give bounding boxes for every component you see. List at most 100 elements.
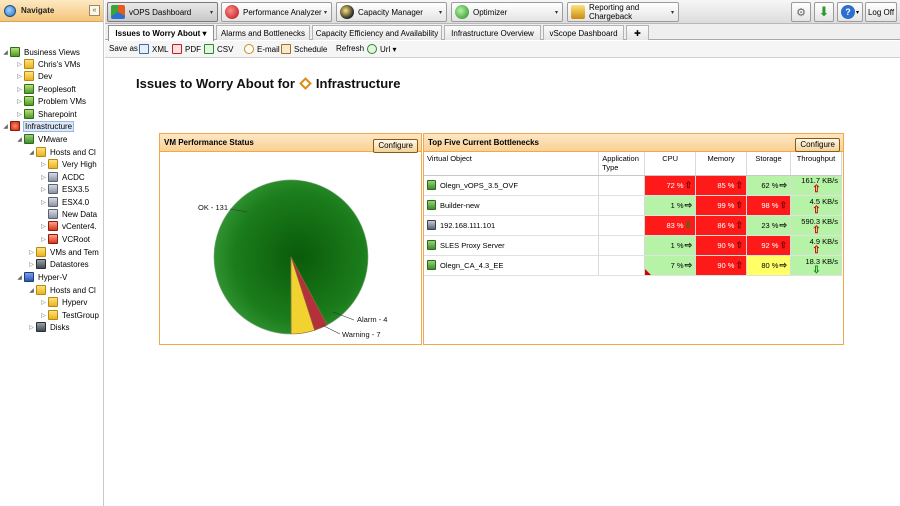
save-xml-button[interactable]: XML xyxy=(139,44,168,54)
cpu-cell[interactable]: 72 %⇧ xyxy=(644,175,697,196)
tree-item[interactable]: ▷ vCenter4. xyxy=(40,220,98,232)
tree-item[interactable]: ▷ VMs and Tem xyxy=(28,246,100,258)
collapsed-arrow-icon[interactable]: ▷ xyxy=(41,299,46,306)
memory-cell[interactable]: 86 %⇧ xyxy=(695,215,748,236)
save-pdf-button[interactable]: PDF xyxy=(172,44,201,54)
virtual-object-cell[interactable]: Builder-new xyxy=(424,195,599,216)
virtual-object-cell[interactable]: Olegn_vOPS_3.5_OVF xyxy=(424,175,599,196)
column-header-application-type[interactable]: Application Type xyxy=(598,152,646,176)
virtual-object-cell[interactable]: 192.168.111.101 xyxy=(424,215,599,236)
collapsed-arrow-icon[interactable]: ▷ xyxy=(29,324,34,331)
virtual-object-cell[interactable]: SLES Proxy Server xyxy=(424,235,599,256)
collapsed-arrow-icon[interactable]: ▷ xyxy=(41,186,46,193)
expanded-arrow-icon[interactable]: ◢ xyxy=(29,149,34,156)
tab-capacity-efficiency[interactable]: Capacity Efficiency and Availability xyxy=(312,25,442,40)
storage-cell[interactable]: 80 %⇨ xyxy=(746,255,791,276)
download-button[interactable]: ⬇ xyxy=(814,2,834,22)
tab-vscope-dashboard[interactable]: vScope Dashboard xyxy=(543,25,624,40)
table-row[interactable]: Olegn_vOPS_3.5_OVF 72 %⇧ 85 %⇧ 62 %⇨ 161.7 K… xyxy=(424,175,843,196)
table-row[interactable]: Olegn_CA_4.3_EE 7 %⇨ 90 %⇧ 80 %⇨ 18.3 KB/s ⇩ xyxy=(424,255,843,276)
cpu-cell[interactable]: 1 %⇨ xyxy=(644,195,697,216)
throughput-cell[interactable]: 590.3 KB/s ⇧ xyxy=(790,215,843,236)
expanded-arrow-icon[interactable]: ◢ xyxy=(3,123,8,130)
tab-alarms-bottlenecks[interactable]: Alarms and Bottlenecks xyxy=(216,25,310,40)
module-optimizer[interactable]: Optimizer ▾ xyxy=(451,2,563,22)
column-header-virtual-object[interactable]: Virtual Object xyxy=(424,152,600,176)
cpu-cell[interactable]: 1 %⇨ xyxy=(644,235,697,256)
expanded-arrow-icon[interactable]: ◢ xyxy=(17,136,22,143)
save-csv-button[interactable]: CSV xyxy=(204,44,233,54)
tree-item[interactable]: ▷ VCRoot xyxy=(40,233,91,245)
memory-cell[interactable]: 90 %⇧ xyxy=(695,235,748,256)
settings-button[interactable]: ⚙ xyxy=(791,2,811,22)
tree-item[interactable]: ▷ Hyperv xyxy=(40,296,88,308)
module-performance-analyzer[interactable]: Performance Analyzer ▾ xyxy=(221,2,332,22)
tree-item[interactable]: ▷ Dev xyxy=(16,70,53,82)
collapsed-arrow-icon[interactable]: ▷ xyxy=(17,98,22,105)
tree-item[interactable]: ▷ TestGroup xyxy=(40,309,100,321)
log-off-button[interactable]: Log Off xyxy=(865,2,897,22)
expanded-arrow-icon[interactable]: ◢ xyxy=(3,49,8,56)
tree-item[interactable]: ◢ Hosts and Cl xyxy=(28,284,97,296)
collapsed-arrow-icon[interactable]: ▷ xyxy=(41,236,46,243)
add-tab-button[interactable]: ✚ xyxy=(626,25,649,40)
collapsed-arrow-icon[interactable]: ▷ xyxy=(17,111,22,118)
configure-button[interactable]: Configure xyxy=(795,138,840,152)
tree-item[interactable]: ◢ Business Views xyxy=(2,46,81,58)
virtual-object-cell[interactable]: Olegn_CA_4.3_EE xyxy=(424,255,599,276)
collapsed-arrow-icon[interactable]: ▷ xyxy=(41,199,46,206)
tree-item[interactable]: ◢ VMware xyxy=(16,133,68,145)
email-button[interactable]: E-mail xyxy=(244,44,280,54)
tree-item[interactable]: ▷ ESX4.0 xyxy=(40,196,90,208)
tree-item[interactable]: ▷ Datastores xyxy=(28,258,90,270)
collapse-panel-button[interactable]: « xyxy=(89,5,100,16)
collapsed-arrow-icon[interactable]: ▷ xyxy=(29,249,34,256)
configure-button[interactable]: Configure xyxy=(373,139,418,153)
url-button[interactable]: Url ▾ xyxy=(367,44,396,54)
storage-cell[interactable]: 98 %⇧ xyxy=(746,195,791,216)
column-header-memory[interactable]: Memory xyxy=(695,152,748,176)
cpu-cell[interactable]: 83 %⇩ xyxy=(644,215,697,236)
tab-infrastructure-overview[interactable]: Infrastructure Overview xyxy=(444,25,541,40)
schedule-button[interactable]: Schedule xyxy=(281,44,327,54)
tree-item[interactable]: ▷ Peoplesoft xyxy=(16,83,77,95)
throughput-cell[interactable]: 4.5 KB/s ⇧ xyxy=(790,195,843,216)
expanded-arrow-icon[interactable]: ◢ xyxy=(17,274,22,281)
tree-item[interactable]: New Data xyxy=(40,208,98,220)
tree-item[interactable]: ▷ Problem VMs xyxy=(16,95,87,107)
cpu-cell[interactable]: 7 %⇨ xyxy=(644,255,697,276)
module-reporting-chargeback[interactable]: Reporting and Chargeback ▾ xyxy=(567,2,679,22)
collapsed-arrow-icon[interactable]: ▷ xyxy=(41,223,46,230)
tree-item[interactable]: ▷ Chris's VMs xyxy=(16,58,81,70)
help-button[interactable]: ? ▾ xyxy=(837,2,863,22)
memory-cell[interactable]: 90 %⇧ xyxy=(695,255,748,276)
module-vops-dashboard[interactable]: vOPS Dashboard ▾ xyxy=(107,2,218,22)
collapsed-arrow-icon[interactable]: ▷ xyxy=(41,174,46,181)
collapsed-arrow-icon[interactable]: ▷ xyxy=(41,312,46,319)
tree-item[interactable]: ◢ Hosts and Cl xyxy=(28,146,97,158)
column-header-storage[interactable]: Storage xyxy=(746,152,791,176)
throughput-cell[interactable]: 161.7 KB/s ⇧ xyxy=(790,175,843,196)
tree-item[interactable]: ▷ Sharepoint xyxy=(16,108,78,120)
tree-item[interactable]: ◢ Hyper-V xyxy=(16,271,68,283)
collapsed-arrow-icon[interactable]: ▷ xyxy=(17,86,22,93)
pie-slice-warning[interactable] xyxy=(290,256,315,335)
table-row[interactable]: 192.168.111.101 83 %⇩ 86 %⇧ 23 %⇨ 590.3 KB/s… xyxy=(424,215,843,236)
storage-cell[interactable]: 62 %⇨ xyxy=(746,175,791,196)
tree-item[interactable]: ▷ Very High xyxy=(40,158,98,170)
tree-item[interactable]: ◢ Infrastructure xyxy=(2,120,75,132)
refresh-button[interactable]: Refresh xyxy=(336,44,365,53)
throughput-cell[interactable]: 4.9 KB/s ⇧ xyxy=(790,235,843,256)
storage-cell[interactable]: 92 %⇧ xyxy=(746,235,791,256)
collapsed-arrow-icon[interactable]: ▷ xyxy=(41,161,46,168)
column-header-throughput[interactable]: Throughput xyxy=(790,152,843,176)
tree-item[interactable]: ▷ ESX3.5 xyxy=(40,183,90,195)
memory-cell[interactable]: 85 %⇧ xyxy=(695,175,748,196)
storage-cell[interactable]: 23 %⇨ xyxy=(746,215,791,236)
column-header-cpu[interactable]: CPU xyxy=(644,152,697,176)
table-row[interactable]: SLES Proxy Server 1 %⇨ 90 %⇧ 92 %⇧ 4.9 KB/s ⇧ xyxy=(424,235,843,256)
table-row[interactable]: Builder-new 1 %⇨ 99 %⇧ 98 %⇧ 4.5 KB/s ⇧ xyxy=(424,195,843,216)
memory-cell[interactable]: 99 %⇧ xyxy=(695,195,748,216)
collapsed-arrow-icon[interactable]: ▷ xyxy=(29,261,34,268)
tree-item[interactable]: ▷ Disks xyxy=(28,321,71,333)
